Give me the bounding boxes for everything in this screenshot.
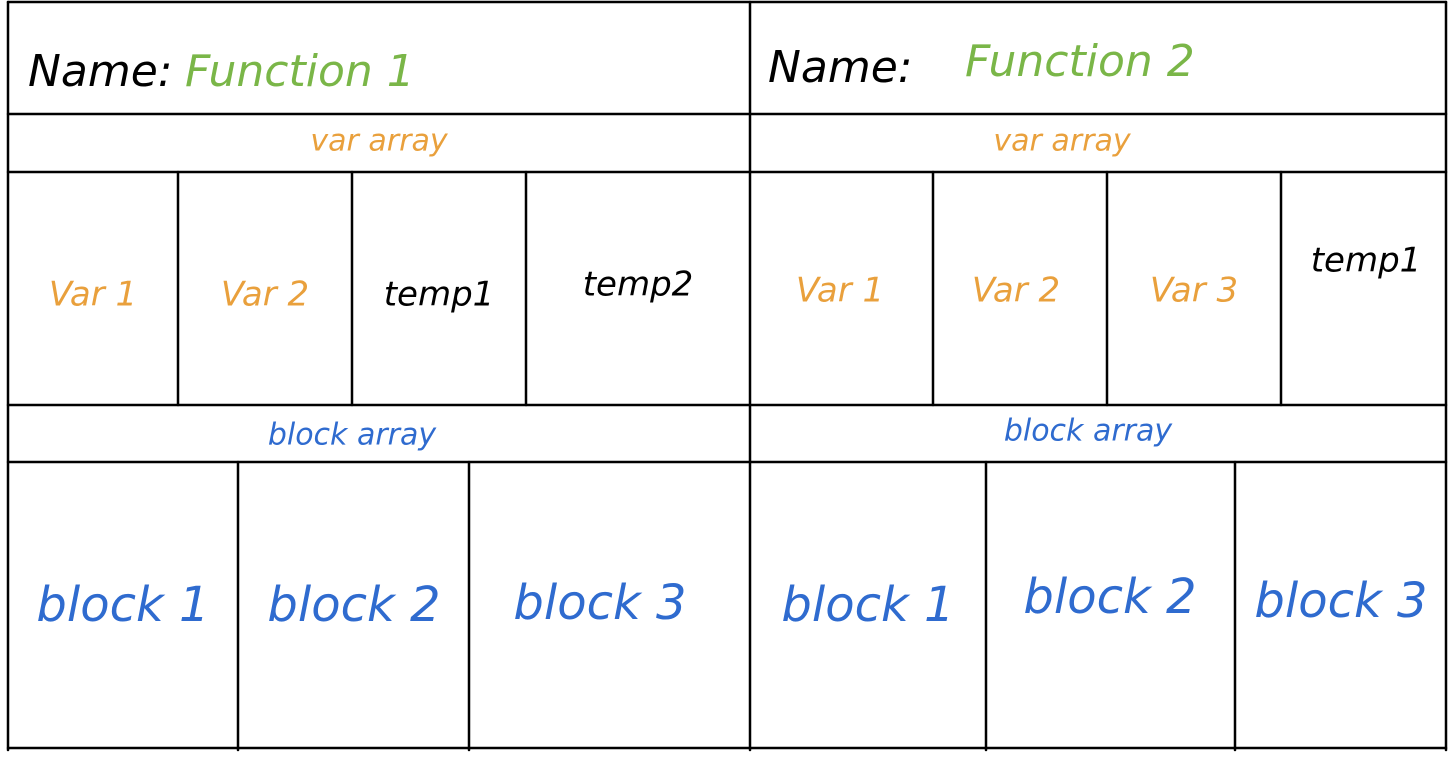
function-2: Name: Function 2 var array Var 1 Var 2 V… — [768, 36, 1428, 633]
f1-block-1: block 1 — [36, 577, 209, 633]
f1-temp-2: temp2 — [583, 265, 694, 305]
f1-var-1: Var 1 — [49, 275, 137, 315]
f1-name-prefix: Name: — [28, 46, 173, 97]
f1-block-array-label: block array — [268, 418, 438, 453]
f2-var-1: Var 1 — [796, 271, 884, 311]
f2-block-2: block 2 — [1023, 569, 1196, 625]
function-1: Name: Function 1 var array Var 1 Var 2 t… — [28, 46, 693, 633]
f1-temp-1: temp1 — [384, 275, 495, 315]
f2-var-3: Var 3 — [1150, 271, 1238, 311]
f2-block-array-label: block array — [1004, 414, 1174, 449]
f1-var-array-label: var array — [310, 124, 448, 159]
f1-function-name: Function 1 — [185, 46, 415, 97]
f1-block-3: block 3 — [513, 575, 686, 631]
f2-block-1: block 1 — [781, 577, 954, 633]
f2-var-array-label: var array — [993, 124, 1131, 159]
f1-var-2: Var 2 — [221, 275, 309, 315]
f2-var-2: Var 2 — [972, 271, 1060, 311]
f2-name-prefix: Name: — [768, 42, 913, 93]
f2-function-name: Function 2 — [965, 36, 1195, 87]
table-grid — [6, 0, 1448, 752]
f2-temp-1: temp1 — [1311, 241, 1422, 281]
f1-block-2: block 2 — [267, 577, 440, 633]
f2-block-3: block 3 — [1254, 573, 1427, 629]
